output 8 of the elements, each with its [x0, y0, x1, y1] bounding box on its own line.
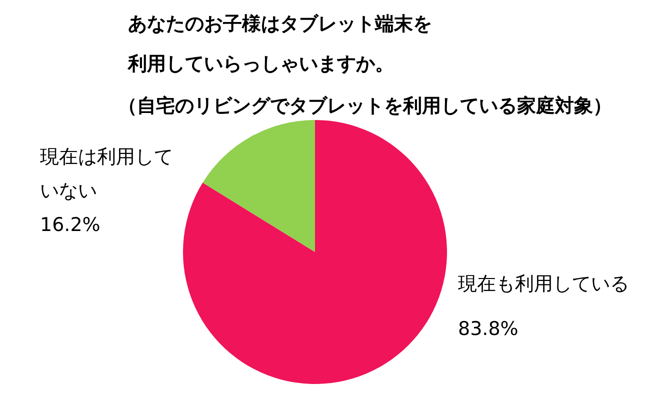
chart-subtitle: （自宅のリビングでタブレットを利用している家庭対象） — [118, 94, 612, 119]
data-label: 16.2% — [40, 214, 100, 236]
data-label: 83.8% — [458, 318, 518, 340]
slice-label: 現在は利用していない — [40, 146, 173, 202]
chart-title: あなたのお子様はタブレット端末を利用していらっしゃいますか。 — [128, 12, 433, 77]
pie-slice — [202, 120, 315, 252]
pie-slice — [183, 120, 447, 384]
slice-label: 現在も利用している — [458, 273, 629, 295]
